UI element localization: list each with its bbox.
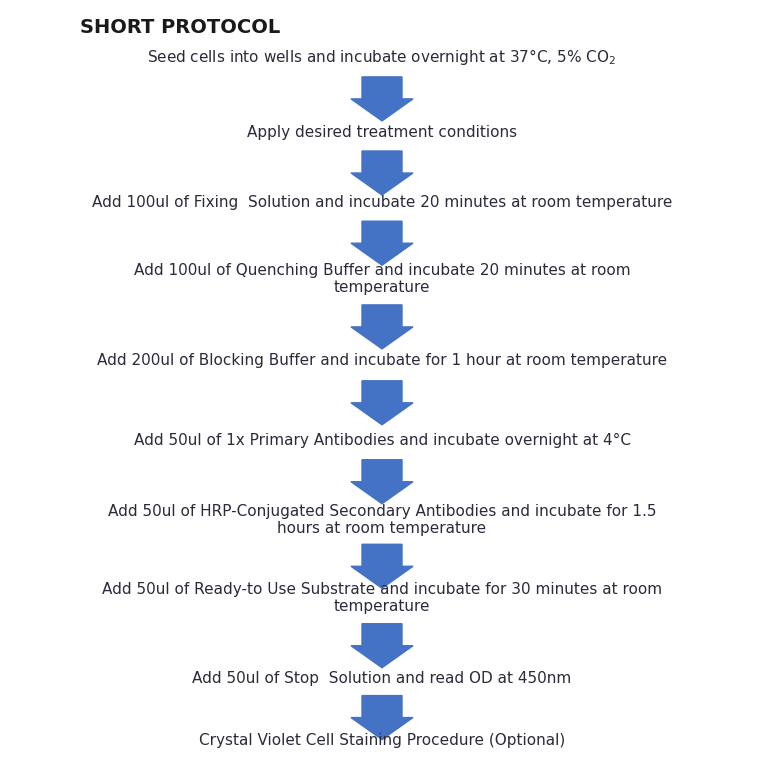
Text: Add 50ul of HRP-Conjugated Secondary Antibodies and incubate for 1.5
hours at ro: Add 50ul of HRP-Conjugated Secondary Ant…	[108, 503, 656, 536]
FancyArrow shape	[351, 77, 413, 121]
Text: Seed cells into wells and incubate overnight at 37°C, 5% CO$_2$: Seed cells into wells and incubate overn…	[147, 47, 617, 67]
FancyArrow shape	[351, 305, 413, 349]
FancyArrow shape	[351, 380, 413, 425]
Text: Add 50ul of 1x Primary Antibodies and incubate overnight at 4°C: Add 50ul of 1x Primary Antibodies and in…	[134, 432, 630, 448]
FancyArrow shape	[351, 460, 413, 503]
Text: Crystal Violet Cell Staining Procedure (Optional): Crystal Violet Cell Staining Procedure (…	[199, 733, 565, 747]
FancyArrow shape	[351, 695, 413, 740]
Text: Add 50ul of Stop  Solution and read OD at 450nm: Add 50ul of Stop Solution and read OD at…	[193, 671, 571, 685]
FancyArrow shape	[351, 544, 413, 588]
FancyArrow shape	[351, 151, 413, 195]
Text: Add 100ul of Fixing  Solution and incubate 20 minutes at room temperature: Add 100ul of Fixing Solution and incubat…	[92, 195, 672, 209]
FancyArrow shape	[351, 222, 413, 265]
FancyArrow shape	[351, 623, 413, 668]
Text: SHORT PROTOCOL: SHORT PROTOCOL	[80, 18, 280, 37]
Text: Add 100ul of Quenching Buffer and incubate 20 minutes at room
temperature: Add 100ul of Quenching Buffer and incuba…	[134, 263, 630, 295]
Text: Add 50ul of Ready-to Use Substrate and incubate for 30 minutes at room
temperatu: Add 50ul of Ready-to Use Substrate and i…	[102, 582, 662, 614]
Text: Add 200ul of Blocking Buffer and incubate for 1 hour at room temperature: Add 200ul of Blocking Buffer and incubat…	[97, 352, 667, 367]
Text: Apply des​ired treatment conditions: Apply des​ired treatment conditions	[247, 125, 517, 140]
